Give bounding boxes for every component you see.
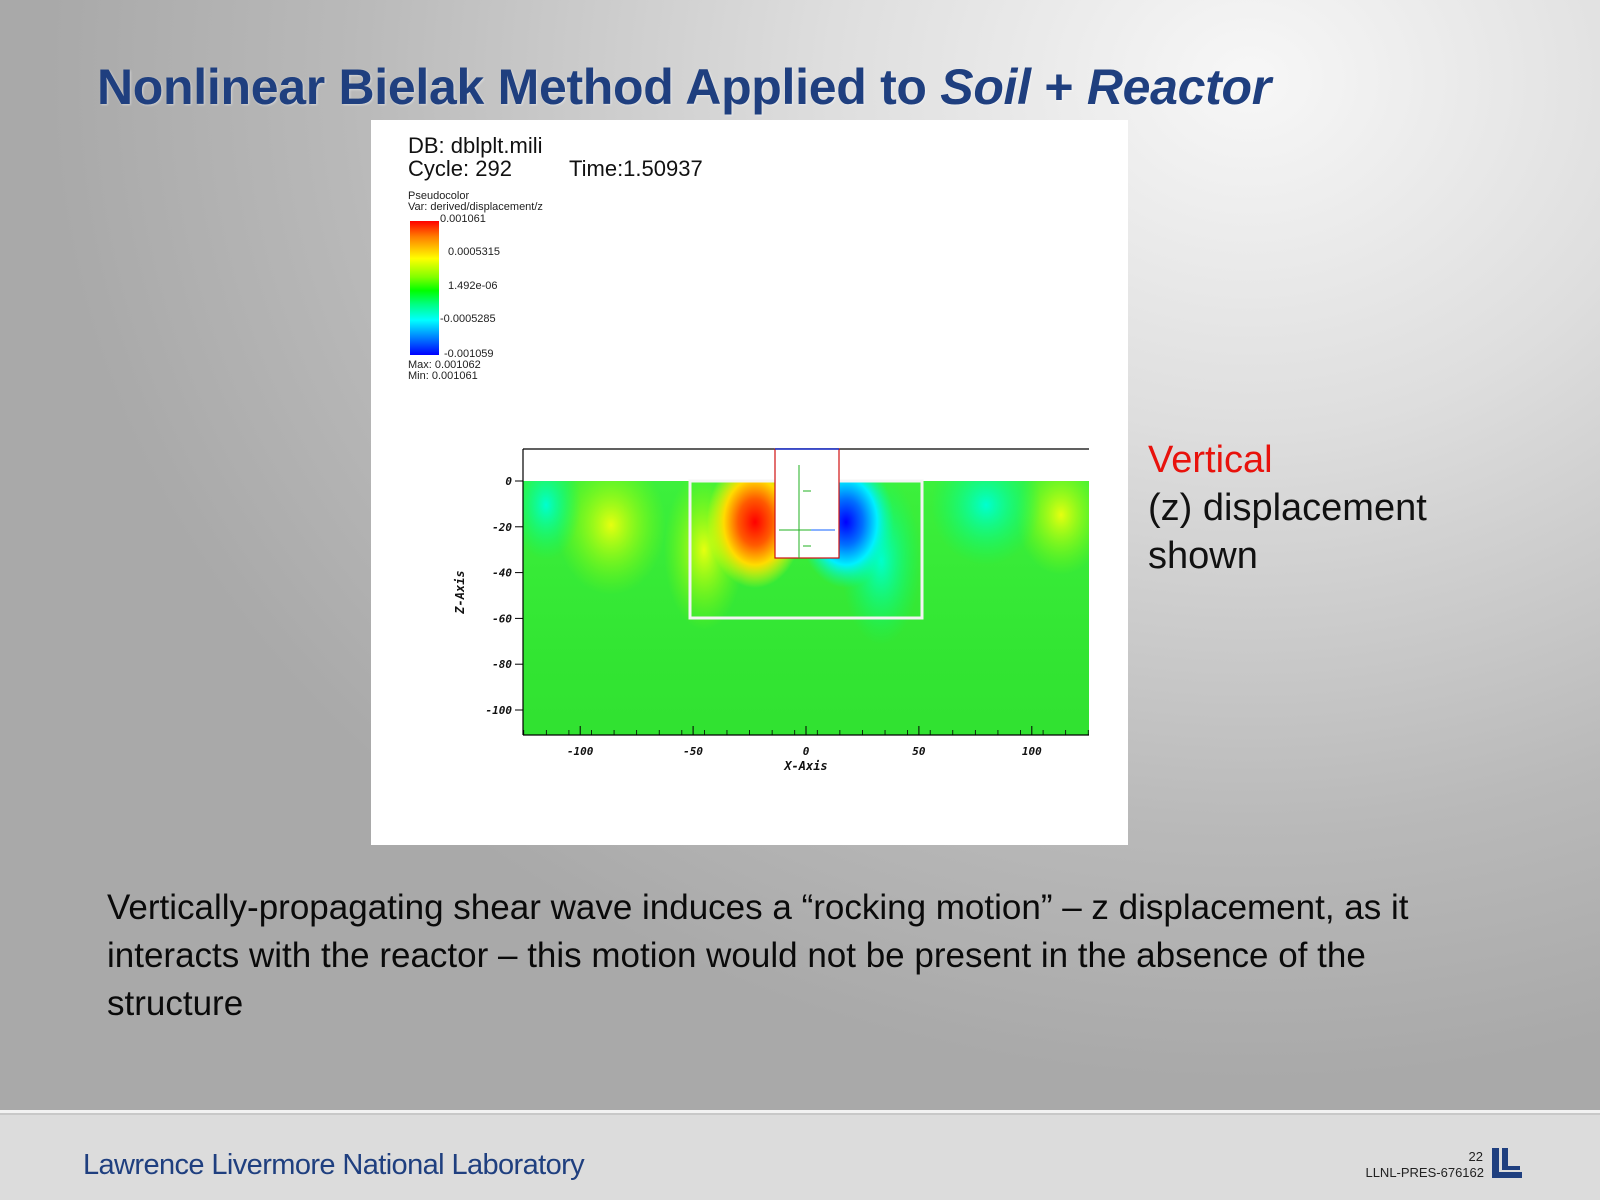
max-value: Max: 0.001062 <box>408 359 481 371</box>
colorbar-tick-label: -0.0005285 <box>440 313 496 325</box>
x-axis-ticks: -100 -50 0 50 100 <box>523 726 1089 758</box>
x-axis-title: X-Axis <box>783 759 827 773</box>
wave-band <box>931 481 1041 565</box>
wave-band <box>556 481 666 595</box>
callout-line: (z) displacement <box>1148 487 1427 529</box>
deep-soil-band <box>523 680 1089 735</box>
footer: Lawrence Livermore National Laboratory 2… <box>0 1110 1600 1200</box>
title-plus: + <box>1030 59 1087 115</box>
x-tick-label: -50 <box>683 745 703 758</box>
z-tick-label: 0 <box>505 475 512 488</box>
colorbar-tick-label: -0.001059 <box>444 348 494 360</box>
database-info: DB: dblplt.mili Cycle: 292 Time:1.50937 <box>408 133 703 181</box>
z-axis-title: Z-Axis <box>453 570 467 614</box>
slide-body-text: Vertically-propagating shear wave induce… <box>107 888 1409 1023</box>
x-tick-label: 50 <box>912 745 926 758</box>
callout-highlight: Vertical <box>1148 439 1273 481</box>
simulation-figure: DB: dblplt.mili Cycle: 292 Time:1.50937 … <box>371 120 1128 845</box>
title-reactor: Reactor <box>1086 59 1271 115</box>
llnl-logo-icon <box>1492 1148 1522 1178</box>
page-number: 22 <box>1468 1149 1483 1164</box>
cycle-label: Cycle: 292 <box>408 156 512 181</box>
colorbar-tick-label: 0.001061 <box>440 213 486 225</box>
callout-text: Vertical (z) displacement shown <box>1148 436 1427 580</box>
x-tick-label: 100 <box>1022 745 1042 758</box>
legend-header: Pseudocolor Var: derived/displacement/z <box>408 191 543 213</box>
legend-variable: Var: derived/displacement/z <box>408 201 543 213</box>
title-text: Nonlinear Bielak Method Applied to <box>97 59 941 115</box>
displacement-contour-plot: 0 -20 -40 -60 -80 -100 -100 -50 0 50 100 Z-Axis X… <box>453 448 1089 773</box>
min-value: Min: 0.001061 <box>408 370 478 382</box>
time-label: Time:1.50937 <box>569 156 703 181</box>
x-tick-label: 0 <box>803 745 810 758</box>
wave-band <box>523 481 581 560</box>
colorbar-tick-label: 0.0005315 <box>448 246 500 258</box>
z-axis-ticks: 0 -20 -40 -60 -80 -100 <box>486 475 523 717</box>
slide-title: Nonlinear Bielak Method Applied to Soil … <box>97 58 1271 116</box>
presentation-id: LLNL-PRES-676162 <box>1365 1165 1484 1180</box>
z-tick-label: -20 <box>492 521 512 534</box>
colorbar-tick-label: 1.492e-06 <box>448 280 498 292</box>
db-name: DB: dblplt.mili <box>408 133 543 158</box>
x-tick-label: -100 <box>567 745 594 758</box>
min-max-readout: Max: 0.001062 Min: 0.001061 <box>408 360 481 382</box>
legend-type: Pseudocolor <box>408 190 470 202</box>
z-tick-label: -100 <box>486 704 513 717</box>
reactor-structure <box>774 448 840 559</box>
lab-name: Lawrence Livermore National Laboratory <box>83 1149 585 1181</box>
z-tick-label: -60 <box>492 612 512 625</box>
z-tick-label: -40 <box>492 567 512 580</box>
title-soil: Soil <box>940 59 1031 115</box>
colorbar <box>410 221 439 355</box>
callout-line: shown <box>1148 535 1258 577</box>
z-tick-label: -80 <box>492 658 512 671</box>
